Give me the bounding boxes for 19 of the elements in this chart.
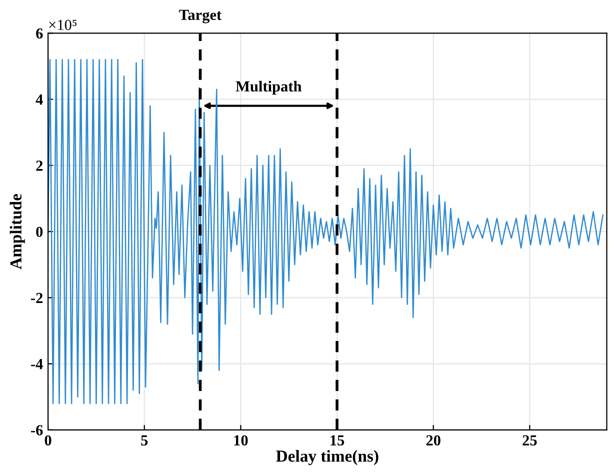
y-tick-label: -2 [31, 292, 43, 303]
x-tick-label: 25 [522, 435, 537, 446]
x-tick-label: 5 [141, 435, 148, 446]
text: ×10⁵ [49, 20, 77, 30]
y-tick-label: 2 [36, 160, 43, 171]
x-tick-label: 10 [234, 435, 248, 446]
x-tick-label: 0 [44, 435, 52, 446]
y-tick-label: 4 [36, 94, 43, 105]
ref-line-label: Target [179, 10, 222, 24]
y-tick-label: -4 [31, 359, 43, 370]
x-tick-label: 20 [426, 435, 440, 446]
x-tick-label: 15 [330, 435, 344, 446]
y-axis-title: Amplitude [10, 194, 25, 270]
y-tick-label: 0 [36, 226, 43, 237]
x-axis-title: Delay time(ns) [276, 450, 378, 466]
line-series [48, 59, 604, 404]
y-tick-label: -6 [31, 425, 43, 436]
annotation: Multipath [236, 80, 302, 95]
y-tick-label: 6 [36, 28, 43, 39]
